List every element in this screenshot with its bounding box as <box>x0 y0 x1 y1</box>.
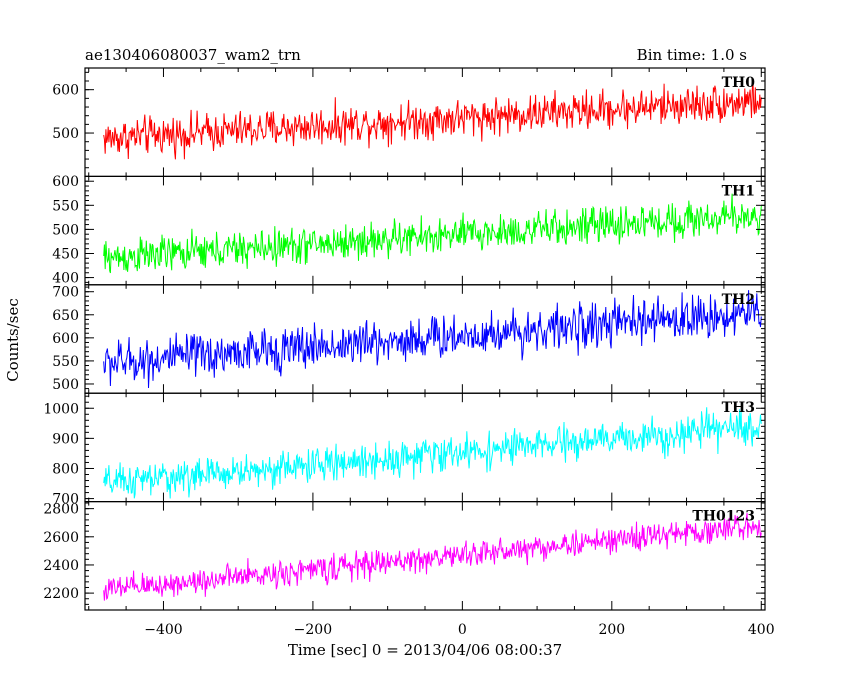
y-tick-label-th1-450: 450 <box>52 246 79 262</box>
y-tick-label-th2-700: 700 <box>52 285 79 301</box>
y-tick-label-th0123-2800: 2800 <box>43 502 79 518</box>
y-tick-label-th3-1000: 1000 <box>43 401 79 417</box>
y-tick-label-th1-400: 400 <box>52 271 79 287</box>
y-tick-label-th3-700: 700 <box>52 492 79 508</box>
x-tick-label-400: 400 <box>748 622 775 638</box>
y-tick-label-th0-500: 500 <box>52 126 79 142</box>
y-tick-label-th1-600: 600 <box>52 174 79 190</box>
panels-group: 500 600 TH0 400 450 500 550 600 TH1 500 550 600 650 7… <box>43 67 775 638</box>
panel-label-th3: TH3 <box>722 400 755 416</box>
y-tick-label-th0123-2400: 2400 <box>43 558 79 574</box>
y-tick-label-th0-600: 600 <box>52 83 79 99</box>
x-tick-label-0: 0 <box>458 622 467 638</box>
chart-title: ae130406080037_wam2_trn <box>85 46 301 64</box>
x-tick-label--400: −400 <box>144 622 182 638</box>
y-tick-label-th0123-2600: 2600 <box>43 530 79 546</box>
bin-time-label: Bin time: 1.0 s <box>637 46 747 64</box>
x-tick-label--200: −200 <box>294 622 332 638</box>
panel-label-th0123: TH0123 <box>692 509 755 525</box>
y-axis-label: Counts/sec <box>4 298 22 382</box>
y-tick-label-th0123-2200: 2200 <box>43 586 79 602</box>
y-tick-label-th2-600: 600 <box>52 331 79 347</box>
panel-label-th1: TH1 <box>722 183 755 199</box>
series-line-th1 <box>103 193 762 274</box>
y-tick-label-th3-900: 900 <box>52 431 79 447</box>
series-line-th2 <box>103 290 762 389</box>
series-line-th0 <box>103 80 762 160</box>
y-tick-label-th3-800: 800 <box>52 461 79 477</box>
panel-label-th0: TH0 <box>722 75 756 91</box>
x-tick-label-200: 200 <box>598 622 625 638</box>
panel-label-th2: TH2 <box>722 292 755 308</box>
y-tick-label-th2-650: 650 <box>52 308 79 324</box>
series-line-th3 <box>103 407 762 499</box>
y-tick-label-th2-500: 500 <box>52 377 79 393</box>
series-line-th0123 <box>103 512 762 601</box>
y-tick-label-th2-550: 550 <box>52 354 79 370</box>
x-axis-label: Time [sec] 0 = 2013/04/06 08:00:37 <box>288 641 562 659</box>
y-tick-label-th1-500: 500 <box>52 222 79 238</box>
y-tick-label-th1-550: 550 <box>52 198 79 214</box>
